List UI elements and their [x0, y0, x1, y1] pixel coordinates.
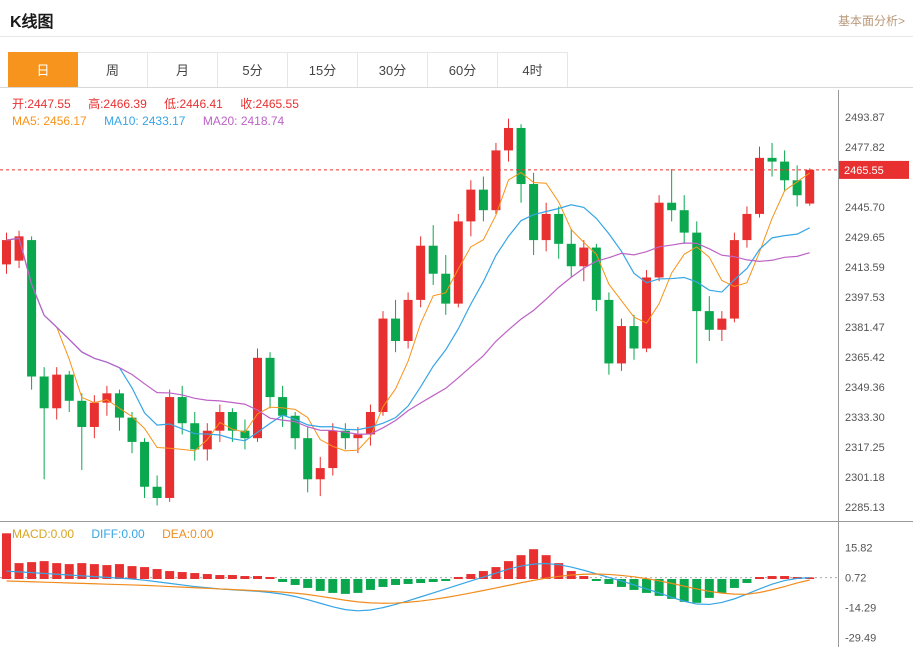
tab-month[interactable]: 月: [148, 52, 218, 87]
timeframe-tabbar: 日 周 月 5分 15分 30分 60分 4时: [8, 52, 568, 87]
svg-text:2349.36: 2349.36: [845, 382, 885, 394]
svg-text:-14.29: -14.29: [845, 602, 876, 614]
svg-text:2317.25: 2317.25: [845, 442, 885, 454]
tab-day[interactable]: 日: [8, 52, 78, 87]
tabbar-underline: [0, 87, 913, 88]
ohlc-open: 开:2447.55: [12, 97, 71, 111]
svg-text:0.72: 0.72: [845, 573, 866, 585]
tab-60min[interactable]: 60分: [428, 52, 498, 87]
ma5-value: MA5: 2456.17: [12, 114, 87, 128]
svg-text:2397.53: 2397.53: [845, 292, 885, 304]
svg-text:2465.55: 2465.55: [844, 165, 884, 177]
svg-text:2413.59: 2413.59: [845, 262, 885, 274]
macd-value: MACD:0.00: [12, 527, 75, 541]
fundamental-analysis-link[interactable]: 基本面分析>: [837, 14, 905, 28]
dea-value: DEA:0.00: [162, 527, 214, 541]
diff-value: DIFF:0.00: [91, 527, 145, 541]
page-title: K线图: [10, 14, 54, 31]
svg-text:2301.18: 2301.18: [845, 472, 885, 484]
ohlc-legend: 开:2447.55 高:2466.39 低:2446.41 收:2465.55: [12, 95, 313, 112]
tab-15min[interactable]: 15分: [288, 52, 358, 87]
svg-text:2445.70: 2445.70: [845, 202, 885, 214]
svg-text:2493.87: 2493.87: [845, 112, 885, 124]
ma20-value: MA20: 2418.74: [202, 114, 285, 128]
svg-text:2477.82: 2477.82: [845, 142, 885, 154]
header-divider: [0, 36, 913, 37]
svg-text:15.82: 15.82: [845, 543, 873, 555]
svg-text:2333.30: 2333.30: [845, 412, 885, 424]
ma10-value: MA10: 2433.17: [104, 114, 186, 128]
svg-text:2365.42: 2365.42: [845, 352, 885, 364]
svg-text:-29.49: -29.49: [845, 633, 876, 645]
svg-text:2381.47: 2381.47: [845, 322, 885, 334]
tab-5min[interactable]: 5分: [218, 52, 288, 87]
ohlc-close: 收:2465.55: [240, 97, 299, 111]
tab-30min[interactable]: 30分: [358, 52, 428, 87]
svg-text:2429.65: 2429.65: [845, 232, 885, 244]
ma-legend: MA5: 2456.17 MA10: 2433.17 MA20: 2418.74: [12, 114, 298, 128]
svg-text:2285.13: 2285.13: [845, 502, 885, 514]
ohlc-low: 低:2446.41: [164, 97, 223, 111]
tab-4hour[interactable]: 4时: [498, 52, 568, 87]
macd-legend: MACD:0.00 DIFF:0.00 DEA:0.00: [12, 527, 227, 541]
ohlc-high: 高:2466.39: [88, 97, 147, 111]
tab-week[interactable]: 周: [78, 52, 148, 87]
